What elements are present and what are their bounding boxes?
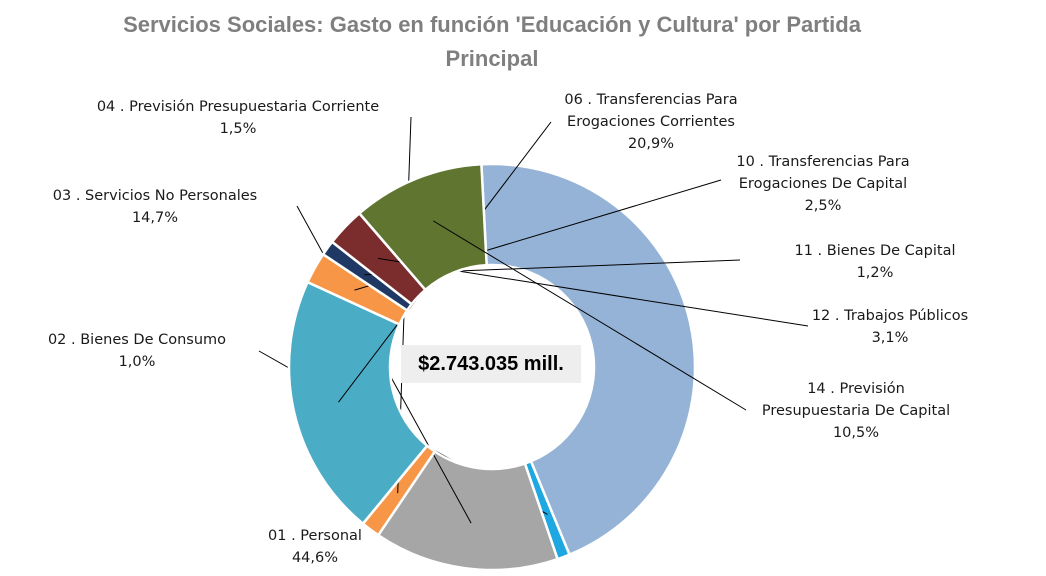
slice-name-label: 10 . Transferencias Para [736,154,909,170]
slice-percent-label: 3,1% [872,330,909,346]
slice-percent-label: 1,5% [220,121,257,137]
slice-name-label: 01 . Personal [268,528,362,544]
slice-name-label: 06 . Transferencias Para [564,92,737,108]
slice-label-6: 10 . Transferencias Para Erogaciones De C… [736,154,909,214]
chart-title: Servicios Sociales: Gasto en función 'Ed… [0,8,984,76]
donut-slice-5 [287,280,429,526]
slice-percent-label: 1,0% [119,354,156,370]
total-amount-label: $2.743.035 mill. [401,345,581,383]
slice-label-2: 02 . Bienes De Consumo 1,0% [48,332,226,370]
slice-name-label: Erogaciones De Capital [739,176,907,192]
donut-slice-9 [357,162,488,292]
slice-label-9: 14 . Previsión Presupuestaria De Capital 1… [762,381,950,441]
slice-label-4: 04 . Previsión Presupuestaria Corriente 1… [97,99,379,137]
slice-label-8: 12 . Trabajos Públicos 3,1% [812,308,968,346]
slice-name-label: 14 . Previsión [807,381,905,397]
slice-percent-label: 10,5% [833,425,879,441]
slice-percent-label: 1,2% [857,265,894,281]
leader-line-9 [432,220,747,411]
slice-name-label: 04 . Previsión Presupuestaria Corriente [97,99,379,115]
slice-percent-label: 20,9% [628,136,674,152]
chart-title-line-2: Principal [445,46,539,71]
slice-label-3: 03 . Servicios No Personales 14,7% [53,188,257,226]
donut-slice-1 [480,162,697,557]
slice-name-label: 12 . Trabajos Públicos [812,308,968,324]
total-amount-text: $2.743.035 mill. [418,352,564,375]
slice-name-label: Presupuestaria De Capital [762,403,950,419]
slice-name-label: 03 . Servicios No Personales [53,188,257,204]
slice-name-label: 02 . Bienes De Consumo [48,332,226,348]
slice-percent-label: 44,6% [292,550,338,566]
slice-name-label: 11 . Bienes De Capital [795,243,956,259]
slice-percent-label: 14,7% [132,210,178,226]
slice-label-7: 11 . Bienes De Capital 1,2% [795,243,956,281]
slice-label-1: 01 . Personal 44,6% [268,528,362,566]
chart-title-line-1: Servicios Sociales: Gasto en función 'Ed… [123,12,861,37]
slice-percent-label: 2,5% [805,198,842,214]
slice-label-5: 06 . Transferencias Para Erogaciones Corr… [564,92,737,152]
slice-name-label: Erogaciones Corrientes [567,114,735,130]
